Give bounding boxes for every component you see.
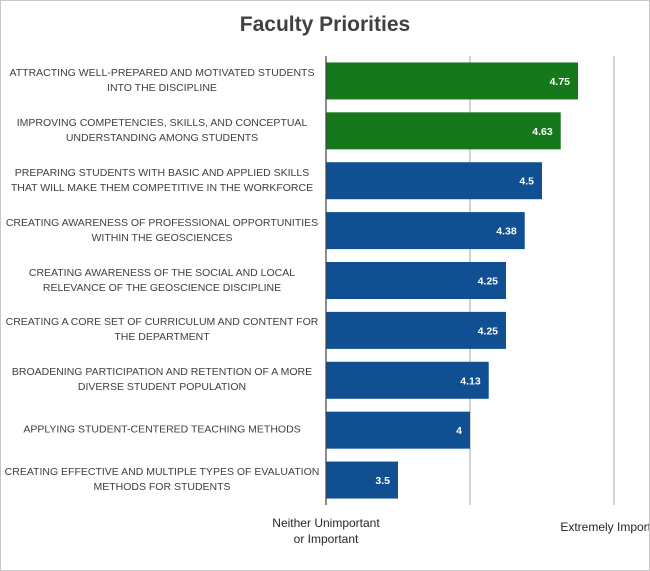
bar bbox=[326, 361, 489, 399]
bar bbox=[326, 262, 506, 299]
value-label: 4.25 bbox=[478, 325, 499, 337]
bar bbox=[326, 461, 398, 499]
bar bbox=[326, 311, 506, 349]
value-label: 4.75 bbox=[550, 76, 571, 88]
bar bbox=[326, 411, 470, 449]
y-tick-label: CREATING AWARENESS OF PROFESSIONAL OPPOR… bbox=[5, 216, 319, 244]
value-label: 4.5 bbox=[519, 176, 534, 188]
bar bbox=[326, 212, 525, 250]
value-label: 4.13 bbox=[460, 375, 481, 387]
y-tick-label: CREATING EFFECTIVE AND MULTIPLE TYPES OF… bbox=[4, 466, 320, 494]
y-tick-label: BROADENING PARTICIPATION AND RETENTION O… bbox=[11, 366, 313, 394]
value-label: 4.25 bbox=[478, 276, 499, 288]
bar bbox=[326, 112, 561, 150]
value-label: 4.63 bbox=[532, 126, 553, 138]
y-tick-label: IMPROVING COMPETENCIES, SKILLS, AND CONC… bbox=[16, 116, 308, 144]
bar bbox=[326, 62, 578, 100]
y-tick-label: CREATING AWARENESS OF THE SOCIAL AND LOC… bbox=[28, 266, 296, 294]
x-tick-label: Extremely Important bbox=[560, 520, 649, 534]
y-tick-label: PREPARING STUDENTS WITH BASIC AND APPLIE… bbox=[10, 166, 314, 194]
y-tick-label: APPLYING STUDENT-CENTERED TEACHING METHO… bbox=[23, 423, 301, 436]
x-tick-label: Neither Unimportant or Important bbox=[272, 516, 380, 546]
value-label: 3.5 bbox=[375, 475, 390, 487]
value-label: 4.38 bbox=[496, 226, 517, 238]
y-tick-label: CREATING A CORE SET OF CURRICULUM AND CO… bbox=[5, 316, 319, 344]
value-label: 4 bbox=[456, 425, 462, 437]
y-tick-label: ATTRACTING WELL-PREPARED AND MOTIVATED S… bbox=[9, 66, 315, 94]
chart-title: Faculty Priorities bbox=[239, 13, 411, 36]
bar bbox=[326, 162, 542, 200]
